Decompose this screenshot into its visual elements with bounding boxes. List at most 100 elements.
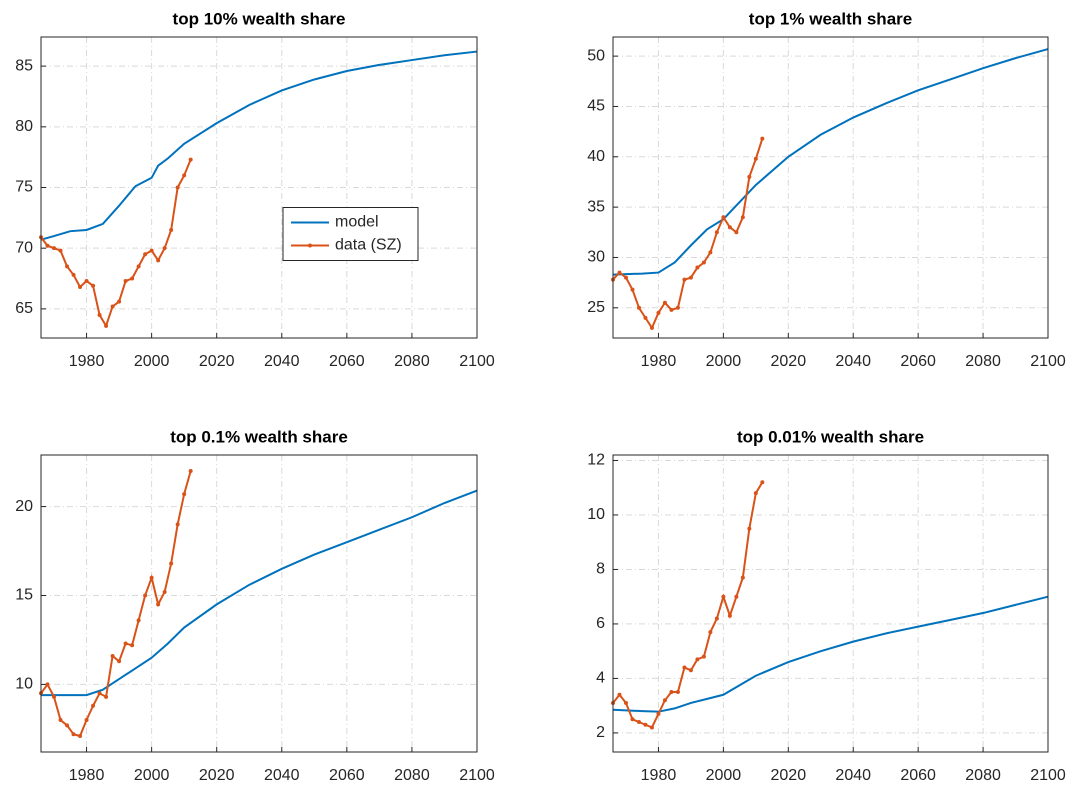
data-marker — [182, 173, 187, 178]
y-tick-label: 2 — [596, 724, 605, 741]
data-marker — [662, 698, 667, 703]
x-tick-label: 2020 — [771, 767, 807, 784]
data-marker — [123, 278, 128, 283]
series-line — [41, 489, 478, 697]
data-marker — [760, 136, 765, 141]
data-marker — [669, 690, 674, 695]
data-marker — [688, 275, 693, 280]
data-marker — [753, 156, 758, 161]
data-marker — [169, 561, 174, 566]
data-marker — [71, 272, 76, 277]
plot-area — [613, 455, 1048, 752]
data-marker — [649, 325, 654, 330]
series-line — [612, 138, 764, 331]
x-tick-label: 1980 — [69, 767, 105, 784]
series-line — [40, 50, 478, 241]
plot-area — [41, 455, 477, 752]
data-marker — [708, 250, 713, 255]
data-marker — [149, 248, 154, 253]
data-marker — [617, 692, 622, 697]
data-marker — [636, 720, 641, 725]
data-marker — [747, 174, 752, 179]
x-tick-label: 2000 — [706, 353, 742, 370]
data-marker — [688, 668, 693, 673]
y-tick-label: 35 — [587, 198, 605, 215]
data-marker — [188, 157, 193, 162]
x-tick-label: 2020 — [199, 767, 235, 784]
y-tick-label: 85 — [15, 57, 33, 74]
data-marker — [760, 480, 765, 485]
data-marker — [104, 323, 109, 328]
y-tick-label: 30 — [587, 249, 605, 266]
x-tick-label: 2060 — [329, 767, 365, 784]
y-tick-label: 65 — [15, 300, 33, 317]
x-tick-label: 2080 — [965, 353, 1001, 370]
x-tick-label: 1980 — [641, 353, 677, 370]
y-tick-label: 20 — [15, 498, 33, 515]
data-marker — [58, 248, 63, 253]
data-marker — [162, 246, 167, 251]
data-marker — [623, 275, 628, 280]
data-marker — [65, 723, 70, 728]
series-line — [612, 48, 1049, 276]
data-marker — [45, 243, 50, 248]
legend-label: model — [335, 214, 379, 231]
x-tick-label: 2100 — [459, 767, 495, 784]
data-marker — [78, 285, 83, 290]
y-tick-label: 10 — [15, 676, 33, 693]
chart-title: top 0.1% wealth share — [170, 427, 348, 446]
data-marker — [110, 304, 115, 309]
data-marker — [97, 691, 102, 696]
data-marker — [656, 711, 661, 716]
chart-title: top 0.01% wealth share — [737, 427, 924, 446]
data-marker — [623, 700, 628, 705]
x-tick-label: 2100 — [459, 353, 495, 370]
x-tick-label: 2000 — [134, 767, 170, 784]
data-marker — [721, 215, 726, 220]
data-marker — [714, 230, 719, 235]
legend-label: data (SZ) — [335, 237, 402, 254]
x-tick-label: 2100 — [1030, 767, 1066, 784]
legend-box — [282, 207, 419, 261]
data-marker — [58, 717, 63, 722]
data-marker — [630, 287, 635, 292]
data-marker — [130, 276, 135, 281]
data-marker — [104, 694, 109, 699]
x-tick-label: 2080 — [394, 353, 430, 370]
x-tick-label: 2060 — [900, 767, 936, 784]
axes-frame — [40, 36, 478, 339]
data-marker — [78, 733, 83, 738]
x-tick-label: 2060 — [329, 353, 365, 370]
data-marker — [701, 260, 706, 265]
y-tick-label: 4 — [596, 670, 605, 687]
y-tick-label: 45 — [587, 98, 605, 115]
data-marker — [708, 630, 713, 635]
data-marker — [682, 665, 687, 670]
data-marker — [143, 593, 148, 598]
data-marker — [123, 641, 128, 646]
data-marker — [136, 618, 141, 623]
data-marker — [117, 659, 122, 664]
chart-title: top 10% wealth share — [173, 9, 346, 28]
x-tick-label: 1980 — [69, 353, 105, 370]
x-tick-label: 2060 — [900, 353, 936, 370]
legend-marker — [308, 243, 312, 248]
data-marker — [747, 526, 752, 531]
data-marker — [617, 270, 622, 275]
x-tick-label: 1980 — [641, 767, 677, 784]
axes-frame — [612, 454, 1049, 753]
y-tick-label: 80 — [15, 118, 33, 135]
data-marker — [162, 589, 167, 594]
axes-frame — [612, 36, 1049, 339]
x-tick-label: 2000 — [134, 353, 170, 370]
data-marker — [169, 227, 174, 232]
data-marker — [143, 252, 148, 257]
x-tick-label: 2080 — [965, 767, 1001, 784]
data-marker — [630, 717, 635, 722]
data-marker — [721, 594, 726, 599]
data-marker — [753, 491, 758, 496]
data-marker — [695, 265, 700, 270]
data-marker — [97, 312, 102, 317]
data-marker — [714, 616, 719, 621]
